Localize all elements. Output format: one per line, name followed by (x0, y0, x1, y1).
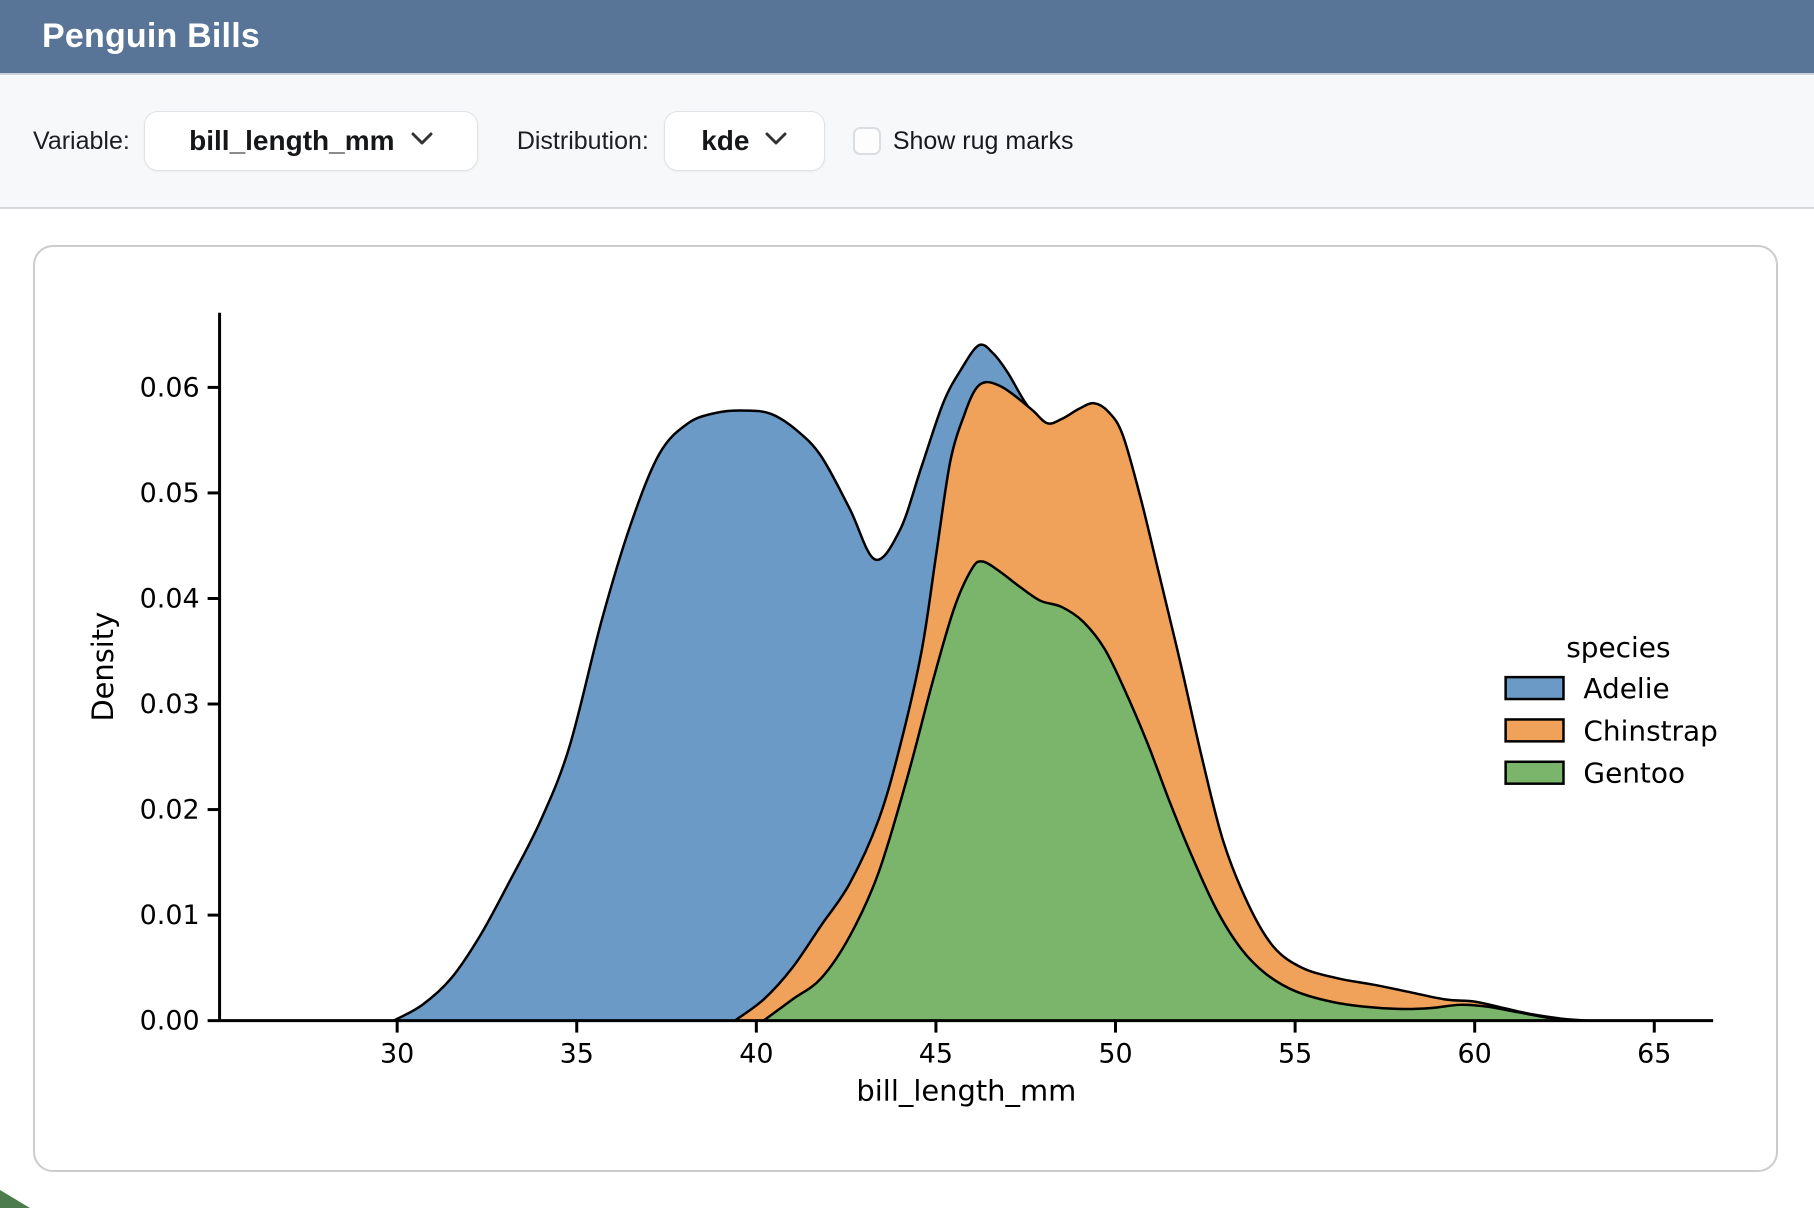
x-axis-label: bill_length_mm (856, 1073, 1076, 1107)
legend-swatch-gentoo (1504, 760, 1565, 785)
variable-label: Variable: (33, 126, 130, 155)
x-tick-label: 60 (1458, 1038, 1492, 1069)
kde-line-chinstrap (734, 380, 1587, 1022)
y-axis-label: Density (86, 612, 120, 722)
legend-label-chinstrap: Chinstrap (1583, 714, 1717, 747)
x-tick-label: 65 (1637, 1038, 1671, 1069)
rug-checkbox[interactable] (852, 127, 881, 155)
legend: species Adelie Chinstrap Gentoo (1504, 631, 1718, 790)
x-tick-label: 45 (919, 1038, 953, 1069)
legend-swatch-chinstrap (1504, 718, 1565, 743)
y-tick-label: 0.03 (140, 689, 200, 720)
x-tick-label: 50 (1098, 1038, 1132, 1069)
legend-label-gentoo: Gentoo (1583, 757, 1685, 790)
kde-line-gentoo (762, 560, 1572, 1022)
x-tick-label: 55 (1278, 1038, 1312, 1069)
chevron-down-icon (765, 132, 787, 151)
controls-bar: Variable: bill_length_mm Distribution: k… (0, 75, 1814, 209)
plot-card: 30 35 40 45 50 55 60 65 0.00 0.01 0.02 0.03 0.04 0.05… (33, 245, 1778, 1172)
y-tick-label: 0.06 (140, 372, 200, 403)
kde-chart: 30 35 40 45 50 55 60 65 0.00 0.01 0.02 0.03 0.04 0.05… (86, 312, 1718, 1107)
y-tick-label: 0.04 (140, 583, 200, 614)
app-title: Penguin Bills (42, 17, 260, 55)
variable-select-value: bill_length_mm (189, 125, 395, 156)
legend-title: species (1566, 631, 1670, 664)
rug-checkbox-label: Show rug marks (892, 126, 1074, 155)
legend-swatch-adelie (1504, 675, 1565, 701)
app-header: Penguin Bills (0, 0, 1814, 75)
variable-select[interactable]: bill_length_mm (143, 111, 478, 171)
distribution-select-value: kde (701, 125, 750, 156)
kde-area-gentoo (763, 561, 1572, 1021)
y-tick-label: 0.05 (140, 478, 200, 509)
main-area: 30 35 40 45 50 55 60 65 0.00 0.01 0.02 0.03 0.04 0.05… (0, 209, 1814, 1208)
distribution-select[interactable]: kde (663, 111, 825, 171)
chevron-down-icon (411, 132, 433, 151)
x-tick-label: 35 (560, 1038, 594, 1069)
legend-label-adelie: Adelie (1583, 672, 1669, 705)
x-tick-label: 30 (380, 1038, 414, 1069)
corner-decoration (0, 1190, 30, 1208)
x-tick-label: 40 (739, 1038, 773, 1069)
y-tick-label: 0.02 (140, 795, 200, 826)
distribution-label: Distribution: (516, 126, 649, 155)
y-tick-label: 0.01 (140, 900, 200, 931)
y-tick-label: 0.00 (140, 1006, 200, 1037)
